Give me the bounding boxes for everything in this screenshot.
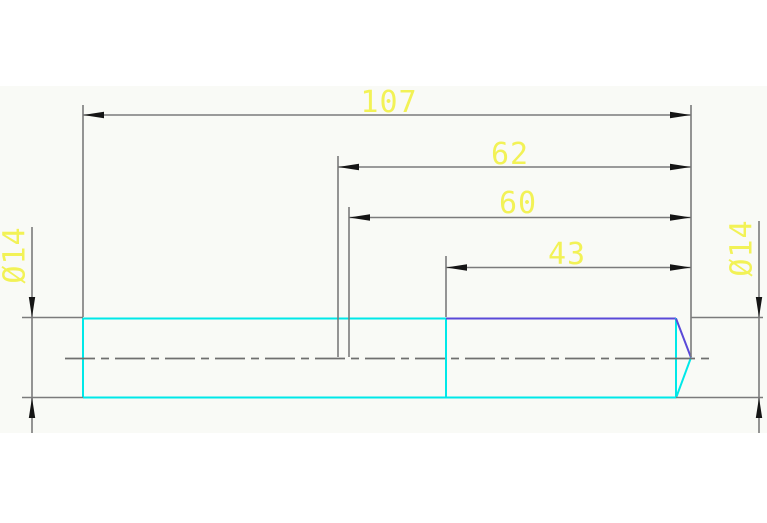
- part-chamfer-top[interactable]: [675, 318, 692, 358]
- dim-107-arrow-right: [670, 111, 691, 119]
- part-geometry: [65, 317, 709, 399]
- dim-43-arrow-left: [446, 264, 467, 271]
- dia14-left-arrow-bottom: [28, 397, 36, 418]
- dimension-107: 107: [82, 85, 692, 357]
- dim-62-label[interactable]: 62: [491, 137, 529, 172]
- dim-107-label[interactable]: 107: [360, 85, 417, 120]
- dimension-43: 43: [445, 237, 691, 317]
- dia14-left-arrow-top: [28, 297, 36, 318]
- dimension-62: 62: [337, 137, 691, 357]
- dia14-right-arrow-top: [755, 297, 763, 318]
- dimension-60: 60: [348, 186, 691, 357]
- part-chamfer-bottom[interactable]: [675, 357, 692, 399]
- dia14-left-label[interactable]: Ø14: [0, 226, 33, 283]
- dim-43-label[interactable]: 43: [548, 237, 586, 272]
- dim-107-arrow-left: [83, 111, 104, 119]
- canvas-background: [0, 86, 767, 433]
- dim-60-arrow-right: [670, 214, 691, 221]
- dim-60-arrow-left: [349, 214, 370, 221]
- dimension-dia14-right: Ø14: [676, 219, 763, 433]
- dim-60-label[interactable]: 60: [499, 186, 537, 221]
- dim-62-arrow-right: [670, 163, 691, 171]
- dim-62-arrow-left: [338, 163, 359, 171]
- dia14-right-label[interactable]: Ø14: [725, 219, 760, 276]
- dimension-dia14-left: Ø14: [0, 226, 83, 433]
- dim-43-arrow-right: [670, 264, 691, 271]
- dia14-right-arrow-bottom: [755, 397, 763, 418]
